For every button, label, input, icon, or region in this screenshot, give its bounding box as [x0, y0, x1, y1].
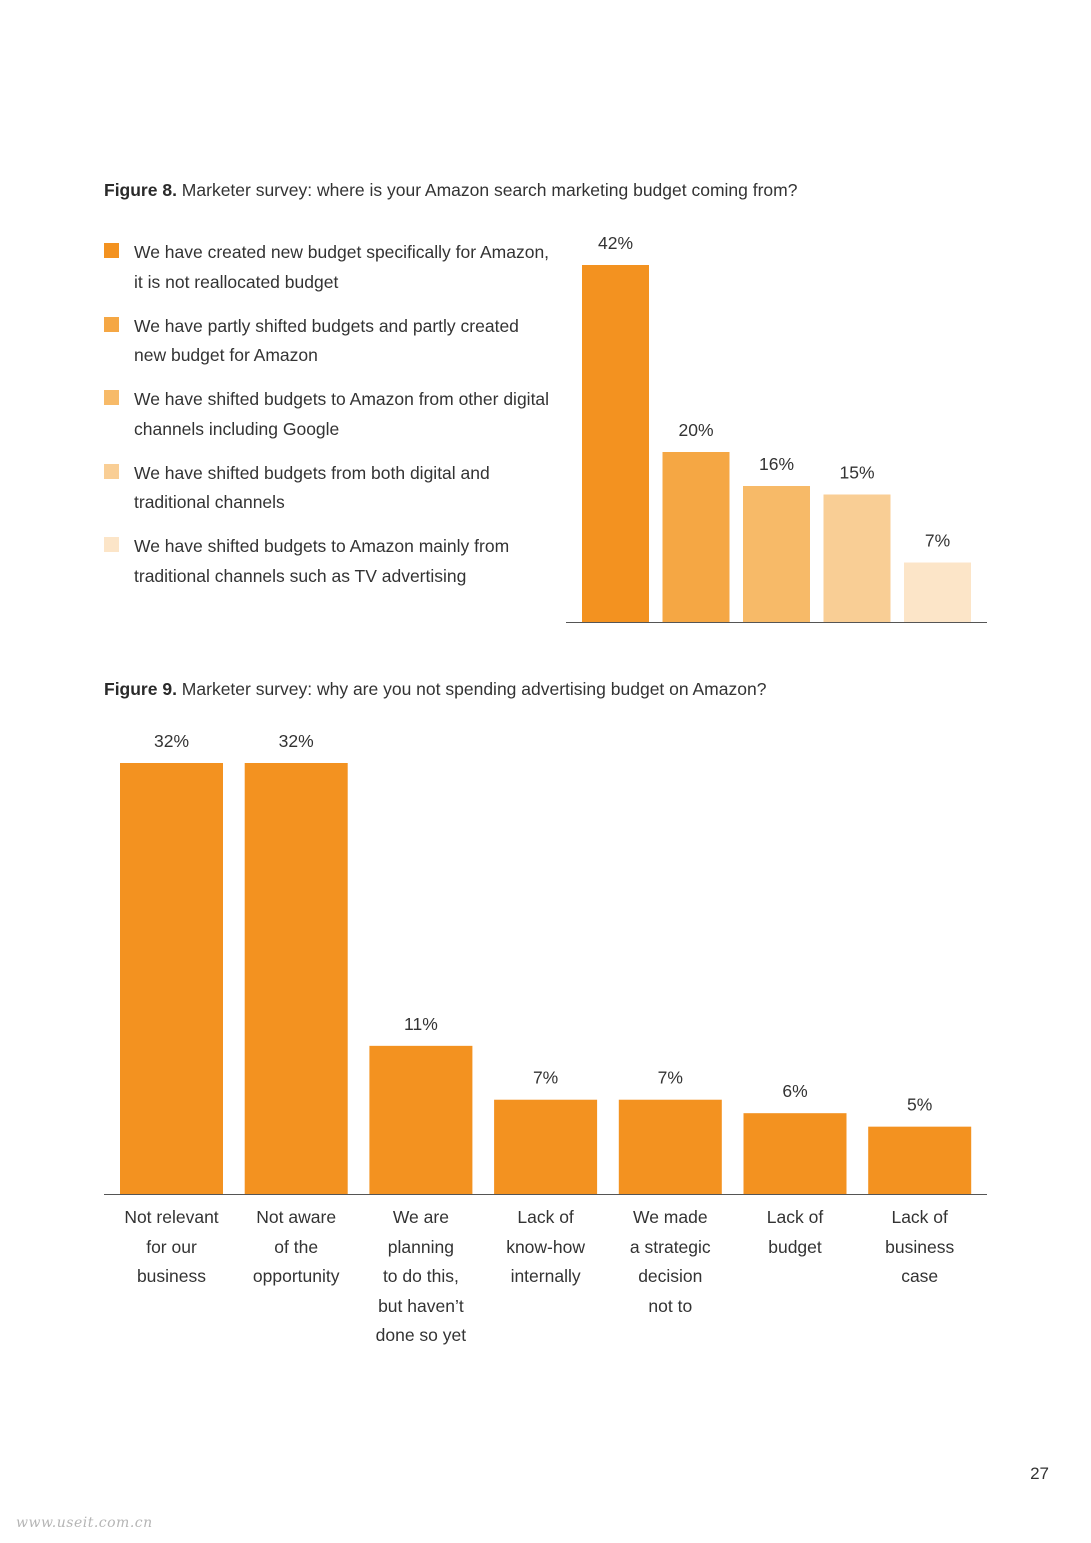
category-label-line: Lack of [891, 1207, 948, 1227]
figure-8-bar [904, 562, 971, 622]
figure-9-category-label: Lack of budget [733, 1203, 857, 1262]
figure-9-category-label: Lack of know-how internally [484, 1203, 608, 1292]
category-label-line: but haven’t [378, 1295, 464, 1316]
figure-8-label: Figure 8. [104, 180, 177, 200]
figure-9-value-label: 6% [782, 1081, 807, 1101]
legend-label: We have shifted budgets to Amazon mainly… [134, 536, 510, 586]
figure-9-category-label: We made a strategic decision not to [608, 1203, 732, 1321]
figure-9-category-label: Not aware of the opportunity [234, 1203, 358, 1292]
watermark: www.useit.com.cn [16, 1515, 153, 1531]
category-label-line: opportunity [252, 1266, 340, 1286]
figure-8-bar [662, 452, 730, 622]
category-label-line: We made [633, 1207, 708, 1227]
figure-9-bar [369, 1045, 473, 1194]
figure-8-value-label: 16% [759, 454, 794, 474]
category-label-line: We are [392, 1207, 449, 1227]
figure-8-value-label: 42% [598, 233, 633, 253]
figure-9-bar [244, 763, 348, 1194]
category-label-line: case [901, 1266, 939, 1286]
figure-8-value-label: 20% [678, 420, 713, 440]
legend-item: We have partly shifted budgets and partl… [104, 312, 554, 371]
category-label-line: internally [510, 1266, 581, 1286]
category-label-line: to do this, [382, 1266, 459, 1286]
category-label-line: Lack of [517, 1207, 574, 1227]
category-label-line: decision [638, 1266, 703, 1286]
category-label-line: business [885, 1236, 955, 1257]
category-label-line: a strategic [629, 1236, 711, 1257]
figure-8-bar [823, 494, 891, 622]
figure-9-value-label: 11% [404, 1014, 438, 1034]
figure-9-value-label: 7% [533, 1068, 558, 1088]
category-label-line: done so yet [375, 1325, 467, 1345]
category-label-line: Lack of [766, 1207, 824, 1227]
figure-9-bar [618, 1099, 722, 1194]
category-label-line: of the [274, 1236, 319, 1257]
figure-9-title: Figure 9. Marketer survey: why are you n… [104, 679, 766, 700]
figure-8-value-label: 7% [925, 531, 950, 551]
figure-9-value-label: 32% [154, 731, 189, 751]
figure-9-category-label: We are planning to do this, but haven’t done… [359, 1203, 483, 1351]
page-number: 27 [1030, 1464, 1049, 1483]
category-label-line: not to [648, 1295, 693, 1316]
legend-item: We have shifted budgets from both digita… [104, 459, 554, 518]
figure-9-bar [743, 1113, 847, 1194]
category-label-line: Not relevant [124, 1207, 219, 1227]
figure-9-category-label: Not relevant for our business [110, 1203, 234, 1292]
category-label-line: Not aware [256, 1207, 337, 1227]
figure-8-bar [582, 265, 649, 622]
figure-8-bar [743, 486, 810, 622]
legend-item: We have created new budget specifically … [104, 238, 554, 297]
figure-9-bar [494, 1099, 598, 1194]
figure-9-bar [120, 763, 223, 1194]
legend-label: We have created new budget specifically … [134, 242, 550, 292]
figure-8-value-label: 15% [839, 463, 874, 483]
figure-9-bar [868, 1126, 972, 1194]
figure-8-title: Figure 8. Marketer survey: where is your… [104, 180, 797, 201]
figure-8-caption: Marketer survey: where is your Amazon se… [176, 180, 798, 200]
figure-9-value-label: 5% [907, 1095, 932, 1115]
figure-8-legend: We have created new budget specifically … [104, 238, 549, 606]
figure-9-caption: Marketer survey: why are you not spendin… [176, 679, 767, 699]
category-label-line: for our [146, 1236, 197, 1257]
legend-swatch [104, 390, 119, 405]
figure-9-value-label: 32% [279, 731, 314, 751]
legend-item: We have shifted budgets to Amazon from o… [104, 385, 554, 444]
legend-swatch [104, 463, 119, 479]
category-label-line: planning [387, 1236, 454, 1257]
legend-swatch [104, 316, 119, 332]
figure-9-label: Figure 9. [104, 679, 177, 699]
category-label-line: business [136, 1266, 207, 1286]
legend-swatch [104, 537, 119, 552]
legend-label: We have shifted budgets from both digita… [134, 462, 490, 513]
figure-9-category-label: Lack of business case [858, 1203, 982, 1292]
legend-label: We have partly shifted budgets and partl… [134, 315, 519, 366]
legend-swatch [104, 243, 119, 258]
category-label-line: know-how [506, 1236, 585, 1257]
legend-item: We have shifted budgets to Amazon mainly… [104, 532, 554, 591]
legend-label: We have shifted budgets to Amazon from o… [134, 389, 550, 439]
figure-9-value-label: 7% [658, 1068, 683, 1088]
category-label-line: budget [768, 1236, 822, 1257]
